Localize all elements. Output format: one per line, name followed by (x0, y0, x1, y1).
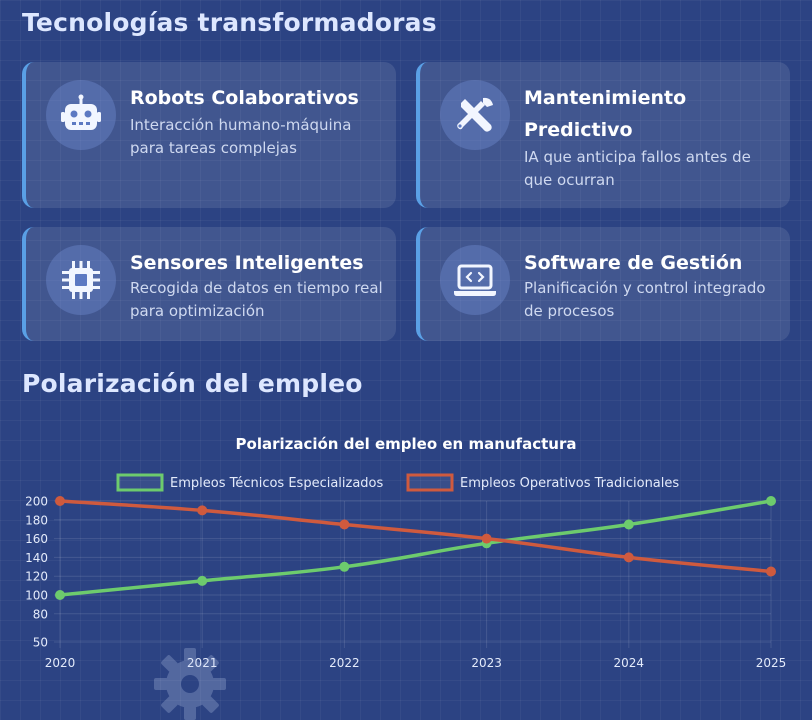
card-title: Sensores Inteligentes (130, 252, 364, 274)
microchip-icon (46, 245, 116, 315)
card-mantenimiento-predictivo: Mantenimiento Predictivo IA que anticipa… (416, 62, 790, 208)
data-point-1-5 (766, 566, 776, 577)
data-point-1-1 (197, 505, 208, 516)
data-point-0-0 (55, 590, 65, 600)
laptop-code-icon (440, 245, 510, 315)
series-line-1 (59, 499, 772, 574)
data-point-0-1 (197, 575, 208, 586)
legend-label-1: Empleos Operativos Tradicionales (460, 476, 679, 491)
card-robots-colaborativos: Robots Colaborativos Interacción humano-… (22, 62, 396, 208)
x-tick-label: 2022 (329, 656, 360, 670)
card-description: IA que anticipa fallos antes de que ocur… (524, 148, 751, 189)
legend-label-0: Empleos Técnicos Especializados (170, 476, 384, 491)
card-sensores-inteligentes: Sensores Inteligentes Recogida de datos … (22, 227, 396, 341)
y-tick-label: 200 (25, 495, 48, 509)
y-tick-label: 120 (25, 570, 48, 584)
data-point-0-4 (623, 519, 634, 530)
chart-title: Polarización del empleo en manufactura (236, 435, 577, 453)
y-tick-label: 140 (25, 551, 48, 565)
legend-swatch-1 (406, 473, 454, 492)
robot-icon (46, 80, 116, 150)
data-point-0-5 (766, 496, 776, 506)
y-tick-label: 160 (25, 532, 48, 546)
card-description: Recogida de datos en tiempo real para op… (130, 279, 383, 320)
x-tick-label: 2023 (471, 656, 502, 670)
tools-icon (440, 80, 510, 150)
technologies-section-title: Tecnologías transformadoras (22, 8, 437, 37)
y-tick-label: 50 (33, 636, 48, 650)
data-point-1-2 (339, 519, 350, 530)
card-title: Software de Gestión (524, 252, 743, 274)
card-title: Robots Colaborativos (130, 87, 359, 109)
y-tick-label: 180 (25, 513, 48, 527)
card-description: Interacción humano-máquina para tareas c… (130, 116, 352, 157)
x-tick-label: 2024 (614, 656, 645, 670)
x-tick-label: 2025 (756, 656, 787, 670)
data-point-1-4 (623, 552, 634, 563)
gear-icon (152, 646, 228, 720)
card-title: Mantenimiento Predictivo (524, 87, 687, 141)
x-tick-label: 2020 (45, 656, 76, 670)
y-tick-label: 80 (33, 607, 48, 621)
series-line-0 (59, 499, 772, 597)
polarization-section-title: Polarización del empleo (22, 369, 363, 398)
data-point-1-0 (55, 496, 65, 506)
data-point-0-2 (339, 561, 350, 572)
legend-swatch-0 (116, 473, 164, 492)
x-tick-label: 2021 (187, 656, 218, 670)
y-tick-label: 100 (25, 589, 48, 603)
data-point-1-3 (481, 533, 492, 544)
employment-polarization-chart: Polarización del empleo en manufactura Em… (25, 435, 787, 670)
card-software-de-gestion: Software de Gestión Planificación y cont… (416, 227, 790, 341)
card-description: Planificación y control integrado de pro… (524, 279, 766, 320)
